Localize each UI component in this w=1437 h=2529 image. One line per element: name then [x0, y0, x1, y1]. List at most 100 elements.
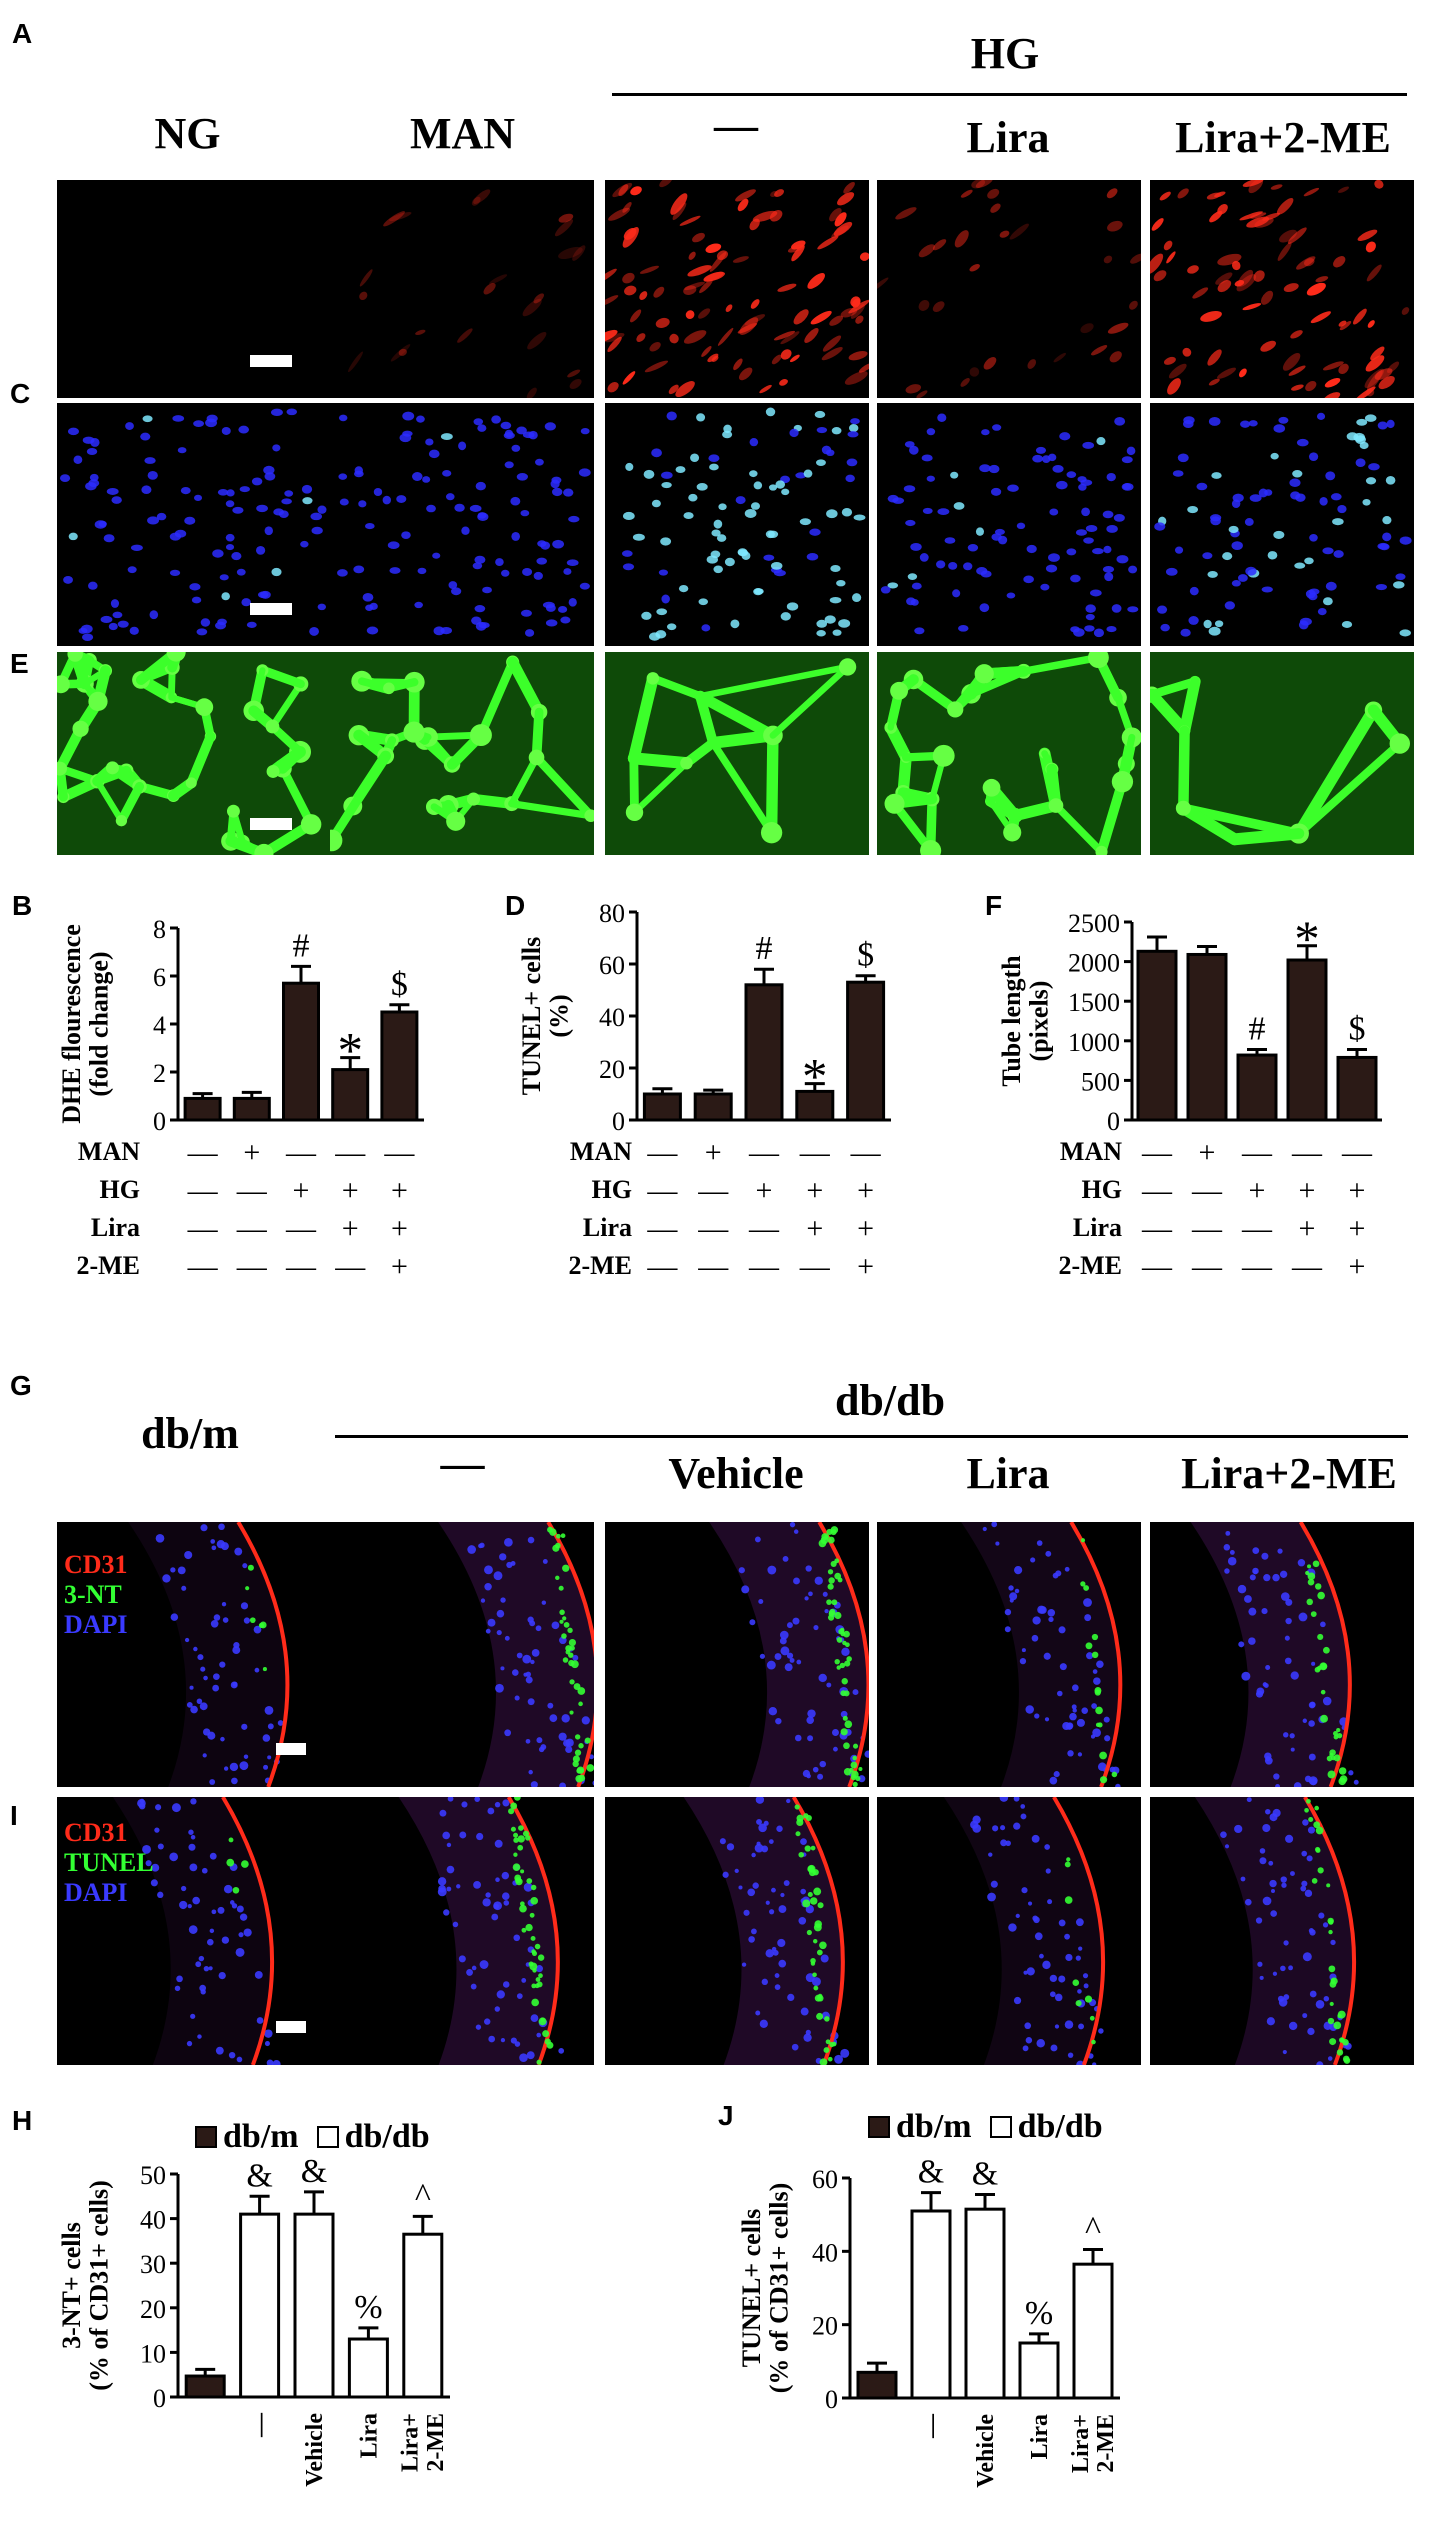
dbm-header: db/m: [141, 1409, 239, 1458]
y-axis-label: 3-NT+ cells(% of CD31+ cells): [57, 2180, 113, 2391]
y-tick-label: 40: [140, 2206, 166, 2235]
legend-h: db/m db/db: [195, 2118, 430, 2156]
panel-letter-a: A: [12, 18, 33, 49]
col-label-lira: Lira: [966, 113, 1050, 162]
vivo-col-label-untreated: —: [440, 1439, 485, 1488]
treatment-sign: +: [342, 1212, 359, 1245]
bar: [347, 2337, 389, 2399]
treatment-sign: —: [748, 1250, 780, 1283]
treatment-sign: +: [293, 1174, 310, 1207]
dbdb-line: [335, 1435, 1408, 1438]
significance-label: *: [1294, 912, 1320, 968]
chart-svg-d: 0 20 40 60 80 TUNEL+ cells(%) # * $ MAN — + — — — HG — — +…: [517, 899, 891, 1283]
micrograph-vessel-tunel-5: [1150, 1797, 1414, 2065]
micrograph-tube-3: [605, 652, 869, 855]
treatment-sign: —: [1141, 1136, 1173, 1169]
y-tick-label: 20: [812, 2312, 838, 2341]
micrograph-vessel-tunel-3: [605, 1797, 869, 2065]
treatment-sign: —: [236, 1212, 268, 1245]
treatment-row-label: 2-ME: [1058, 1251, 1122, 1280]
chart-svg-b: 0 2 4 6 8 DHE flourescence(fold change) # * $ MAN…: [57, 915, 424, 1283]
panel-letter-g: G: [10, 1370, 32, 1401]
treatment-sign: —: [646, 1250, 678, 1283]
col-label-lira-2me: Lira+2-ME: [1175, 113, 1391, 162]
micrograph-dhe-3: [605, 180, 869, 398]
stain-3nt: 3-NT: [64, 1580, 122, 1609]
significance-label: $: [1349, 1011, 1366, 1048]
micrograph-vessel-3nt-5: [1150, 1522, 1414, 1787]
treatment-row-label: Lira: [583, 1213, 632, 1242]
y-axis-label: DHE flourescence(fold change): [57, 924, 113, 1124]
treatment-sign: +: [243, 1136, 260, 1169]
bar: [282, 981, 320, 1122]
treatment-row-label: 2-ME: [568, 1251, 632, 1280]
treatment-sign: —: [236, 1174, 268, 1207]
stain-legend-g: CD31 3-NT DAPI: [64, 1550, 128, 1640]
y-tick-label: 0: [825, 2385, 838, 2414]
bar: [293, 2212, 335, 2399]
panel-letter-i: I: [10, 1800, 18, 1831]
micrograph-tunel-3: [605, 403, 869, 646]
bar: [846, 980, 886, 1122]
bar: [795, 1089, 835, 1122]
significance-label: $: [391, 966, 408, 1003]
panel-letter-d: D: [505, 890, 526, 921]
treatment-sign: +: [1349, 1250, 1366, 1283]
y-tick-label: 20: [140, 2295, 166, 2324]
treatment-sign: —: [1141, 1212, 1173, 1245]
bar: [856, 2370, 898, 2400]
treatment-sign: —: [285, 1250, 317, 1283]
panel-letter-c: C: [10, 378, 31, 409]
x-category-label: Vehicle: [973, 2414, 999, 2488]
treatment-sign: +: [857, 1174, 874, 1207]
bar: [232, 1096, 271, 1122]
treatment-sign: +: [1199, 1136, 1216, 1169]
treatment-sign: —: [1191, 1250, 1223, 1283]
micrograph-vessel-tunel-4: [877, 1797, 1141, 2065]
legend-dbdb-j: db/db: [1017, 2108, 1103, 2145]
bar: [380, 1010, 419, 1122]
bar: [642, 1092, 682, 1122]
treatment-sign: —: [646, 1212, 678, 1245]
y-tick-label: 30: [140, 2250, 166, 2279]
bar: [693, 1092, 733, 1122]
micrograph-tunel-5: [1150, 403, 1414, 646]
treatment-sign: +: [1249, 1174, 1266, 1207]
significance-label: ^: [1085, 2211, 1101, 2248]
treatment-sign: +: [705, 1136, 722, 1169]
micrograph-tunel-2: [330, 403, 594, 646]
treatment-sign: —: [697, 1250, 729, 1283]
micrograph-vessel-3nt-3: [605, 1522, 869, 1787]
y-tick-label: 0: [153, 1107, 166, 1136]
treatment-sign: +: [806, 1212, 823, 1245]
treatment-sign: —: [1341, 1136, 1373, 1169]
treatment-sign: +: [1349, 1212, 1366, 1245]
y-tick-label: 4: [153, 1011, 166, 1040]
treatment-row-label: Lira: [91, 1213, 140, 1242]
scale-bar: [250, 355, 292, 367]
y-tick-label: 40: [599, 1003, 625, 1032]
micrograph-tube-2: [330, 652, 594, 855]
treatment-sign: —: [236, 1250, 268, 1283]
treatment-sign: —: [334, 1136, 366, 1169]
treatment-sign: —: [285, 1212, 317, 1245]
treatment-row-label: MAN: [78, 1137, 140, 1166]
scale-bar: [250, 603, 292, 615]
treatment-sign: +: [1299, 1212, 1316, 1245]
col-label-man: MAN: [409, 109, 516, 158]
stain-cd31-i: CD31: [64, 1818, 128, 1847]
chart-svg-j: 0 20 40 60 TUNEL+ cells(% of CD31+ cells) & — &…: [737, 2154, 1120, 2488]
chart-d: 0 20 40 60 80 TUNEL+ cells(%) # * $ MAN — + — — — HG — — +…: [480, 880, 950, 1320]
treatment-row-label: 2-ME: [76, 1251, 140, 1280]
legend-j: db/m db/db: [868, 2108, 1103, 2146]
treatment-sign: —: [187, 1174, 219, 1207]
treatment-sign: —: [748, 1212, 780, 1245]
y-tick-label: 20: [599, 1055, 625, 1084]
y-tick-label: 60: [599, 951, 625, 980]
hg-header: HG: [970, 29, 1040, 78]
y-tick-label: 2000: [1068, 949, 1120, 978]
bar: [1336, 1055, 1378, 1122]
y-tick-label: 8: [153, 915, 166, 944]
treatment-row-label: HG: [1082, 1175, 1122, 1204]
